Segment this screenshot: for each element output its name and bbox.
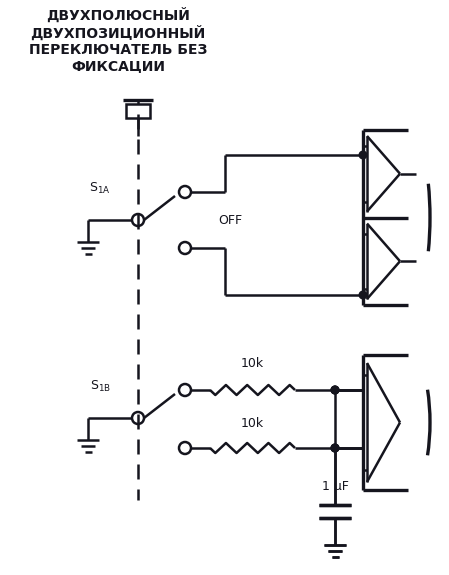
Bar <box>126 104 150 118</box>
Text: 1 µF: 1 µF <box>321 480 348 493</box>
Circle shape <box>330 443 339 453</box>
Text: ДВУХПОЛЮСНЫЙ
ДВУХПОЗИЦИОННЫЙ
ПЕРЕКЛЮЧАТЕЛЬ БЕЗ
ФИКСАЦИИ: ДВУХПОЛЮСНЫЙ ДВУХПОЗИЦИОННЫЙ ПЕРЕКЛЮЧАТЕ… <box>29 8 207 73</box>
Circle shape <box>358 290 367 300</box>
Text: S$_\mathsf{1A}$: S$_\mathsf{1A}$ <box>89 181 111 196</box>
Circle shape <box>330 385 339 394</box>
Text: 10k: 10k <box>241 417 264 430</box>
Text: S$_\mathsf{1B}$: S$_\mathsf{1B}$ <box>90 378 111 393</box>
Circle shape <box>358 151 367 159</box>
Circle shape <box>330 385 339 394</box>
Circle shape <box>330 385 339 394</box>
Text: OFF: OFF <box>218 213 242 227</box>
Circle shape <box>330 443 339 453</box>
Circle shape <box>330 443 339 453</box>
Text: 10k: 10k <box>241 357 264 370</box>
